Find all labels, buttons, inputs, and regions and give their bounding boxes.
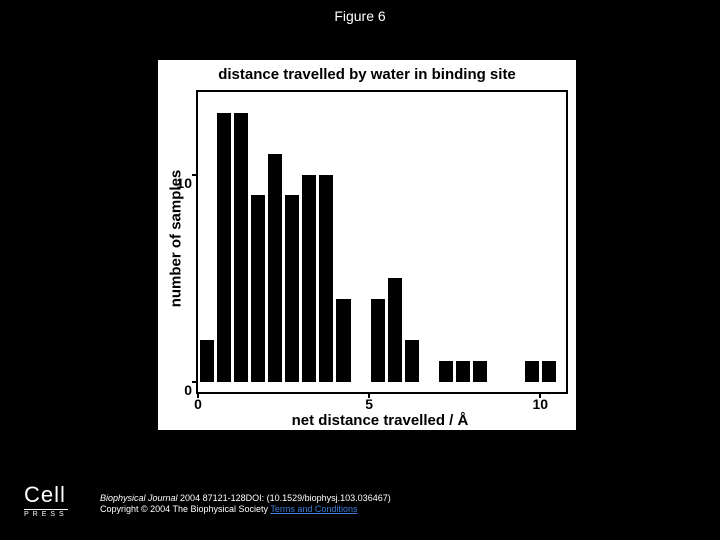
cell-press-logo: Cell PRESS [24, 482, 68, 518]
chart-title: distance travelled by water in binding s… [158, 66, 576, 83]
histogram-bar [542, 361, 556, 382]
histogram-bar [525, 361, 539, 382]
x-axis-label: net distance travelled / Å [196, 412, 564, 429]
citation-line-2: Copyright © 2004 The Biophysical Society… [100, 504, 391, 516]
histogram-bar [217, 113, 231, 382]
histogram-bar [251, 195, 265, 381]
histogram-bar [388, 278, 402, 381]
journal-name: Biophysical Journal [100, 493, 178, 503]
histogram-bar [285, 195, 299, 381]
histogram-bar [319, 175, 333, 382]
x-tick-label: 10 [533, 392, 549, 412]
histogram-bar [473, 361, 487, 382]
histogram-bar [439, 361, 453, 382]
histogram-bar [234, 113, 248, 382]
logo-bottom: PRESS [24, 510, 68, 518]
copyright-text: Copyright © 2004 The Biophysical Society [100, 504, 270, 514]
citation-details: 2004 87121-128DOI: (10.1529/biophysj.103… [178, 493, 391, 503]
histogram-bar [268, 154, 282, 382]
histogram-bar [456, 361, 470, 382]
histogram-bar [200, 340, 214, 381]
logo-top: Cell [24, 482, 68, 510]
histogram-bar [302, 175, 316, 382]
figure-label: Figure 6 [334, 8, 385, 24]
histogram-bar [371, 299, 385, 382]
plot-area: 0100510 [196, 90, 568, 394]
chart-container: distance travelled by water in binding s… [158, 60, 576, 430]
x-tick-label: 0 [194, 392, 202, 412]
y-tick-label: 10 [176, 175, 198, 191]
histogram-bar [405, 340, 419, 381]
x-tick-label: 5 [365, 392, 373, 412]
citation-text: Biophysical Journal 2004 87121-128DOI: (… [100, 493, 391, 516]
histogram-bar [336, 299, 350, 382]
terms-link[interactable]: Terms and Conditions [270, 504, 357, 514]
citation-line-1: Biophysical Journal 2004 87121-128DOI: (… [100, 493, 391, 505]
